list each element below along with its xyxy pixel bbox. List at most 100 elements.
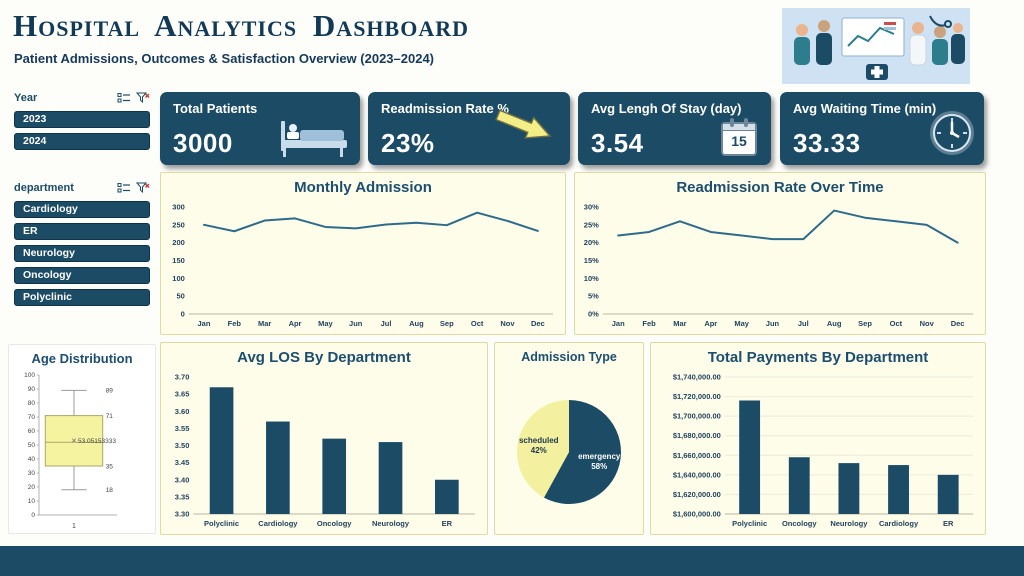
department-slicer-header: department [14, 182, 150, 194]
svg-text:Polyclinic: Polyclinic [732, 519, 767, 528]
svg-text:3.30: 3.30 [175, 510, 190, 519]
svg-text:$1,660,000.00: $1,660,000.00 [673, 451, 721, 460]
clear-filter-icon[interactable] [136, 92, 150, 104]
svg-text:0%: 0% [588, 310, 599, 319]
svg-text:100: 100 [172, 274, 185, 283]
svg-text:89: 89 [106, 388, 114, 395]
svg-text:100: 100 [24, 372, 35, 379]
svg-text:Oct: Oct [471, 319, 484, 328]
svg-text:May: May [734, 319, 749, 328]
svg-text:Jun: Jun [766, 319, 780, 328]
department-slicer-options: Cardiology ER Neurology Oncology Polyclinic [14, 201, 150, 306]
svg-text:3.50: 3.50 [175, 441, 190, 450]
svg-text:Neurology: Neurology [830, 519, 868, 528]
svg-text:Oncology: Oncology [317, 519, 352, 528]
svg-text:53.05153333: 53.05153333 [78, 438, 116, 445]
svg-text:$1,740,000.00: $1,740,000.00 [673, 373, 721, 382]
svg-text:30%: 30% [584, 203, 599, 212]
kpi-value: 3000 [173, 128, 233, 158]
svg-text:scheduled: scheduled [519, 436, 559, 445]
multiselect-icon[interactable] [117, 92, 131, 104]
svg-text:Oncology: Oncology [782, 519, 817, 528]
admission-type-panel: Admission Type emergency 58% scheduled 42% [494, 342, 644, 535]
svg-text:Mar: Mar [673, 319, 686, 328]
kpi-label: Readmission Rate % [381, 101, 509, 116]
kpi-label: Avg Lengh Of Stay (day) [591, 101, 742, 116]
svg-text:Sep: Sep [858, 319, 872, 328]
svg-text:60: 60 [28, 428, 36, 435]
svg-text:42%: 42% [531, 446, 547, 455]
svg-text:×: × [71, 436, 76, 446]
svg-text:$1,680,000.00: $1,680,000.00 [673, 431, 721, 440]
chart-title: Avg LOS By Department [237, 349, 411, 366]
svg-text:0: 0 [181, 310, 185, 319]
svg-text:3.65: 3.65 [175, 390, 190, 399]
svg-text:Jan: Jan [612, 319, 625, 328]
age-distribution-chart: 0 10 20 30 40 50 60 70 80 90 100 × 89 71 35 18 53.051533… [13, 369, 151, 531]
monthly-admission-panel: Monthly Admission 0 50 100 150 200 250 300 Jan F… [160, 172, 566, 335]
svg-text:ER: ER [442, 519, 453, 528]
total-payments-chart: $1,600,000.00 $1,620,000.00 $1,640,000.00 $… [655, 371, 981, 531]
kpi-value: 33.33 [793, 128, 861, 158]
slicer-option-polyclinic[interactable]: Polyclinic [14, 289, 150, 306]
svg-text:$1,640,000.00: $1,640,000.00 [673, 470, 721, 479]
svg-text:Jun: Jun [349, 319, 363, 328]
svg-text:5%: 5% [588, 292, 599, 301]
svg-text:Feb: Feb [228, 319, 242, 328]
kpi-value: 23% [381, 128, 435, 158]
svg-text:Jan: Jan [198, 319, 211, 328]
chart-title: Total Payments By Department [707, 349, 929, 366]
slicer-option-er[interactable]: ER [14, 223, 150, 240]
avg-los-chart: 3.30 3.35 3.40 3.45 3.50 3.55 3.60 3.65 3.70 Poly… [165, 371, 483, 531]
medical-team-art [782, 8, 970, 84]
svg-text:3.60: 3.60 [175, 407, 190, 416]
svg-text:18: 18 [106, 487, 114, 494]
svg-text:58%: 58% [591, 462, 607, 471]
department-slicer: department Cardiology ER Neurology Oncology… [14, 182, 150, 311]
svg-text:300: 300 [172, 203, 185, 212]
svg-text:Aug: Aug [409, 319, 424, 328]
svg-text:250: 250 [172, 220, 185, 229]
svg-text:200: 200 [172, 238, 185, 247]
slicer-option-cardiology[interactable]: Cardiology [14, 201, 150, 218]
svg-text:Nov: Nov [500, 319, 515, 328]
svg-text:15%: 15% [584, 256, 599, 265]
slicer-option-oncology[interactable]: Oncology [14, 267, 150, 284]
svg-text:Cardiology: Cardiology [258, 519, 298, 528]
chart-title: Age Distribution [31, 351, 133, 366]
slicer-option-2024[interactable]: 2024 [14, 133, 150, 150]
kpi-value: 3.54 [591, 128, 644, 158]
svg-text:Feb: Feb [642, 319, 656, 328]
multiselect-icon[interactable] [117, 182, 131, 194]
slicer-option-2023[interactable]: 2023 [14, 111, 150, 128]
svg-text:$1,620,000.00: $1,620,000.00 [673, 490, 721, 499]
svg-text:May: May [318, 319, 333, 328]
svg-text:Apr: Apr [704, 319, 717, 328]
page-subtitle: Patient Admissions, Outcomes & Satisfact… [14, 51, 435, 66]
svg-text:Aug: Aug [827, 319, 842, 328]
avg-los-panel: Avg LOS By Department 3.30 3.35 3.40 3.45 3.… [160, 342, 488, 535]
medical-team-illustration [782, 8, 970, 84]
hospital-bed-icon [281, 121, 347, 157]
svg-text:Nov: Nov [920, 319, 935, 328]
kpi-label: Avg Waiting Time (min) [793, 101, 937, 116]
readmission-rate-chart: 0% 5% 10% 15% 20% 25% 30% Jan Feb Mar Apr May Jun Jul… [579, 201, 981, 331]
svg-text:20: 20 [28, 484, 36, 491]
svg-text:10: 10 [28, 498, 36, 505]
svg-text:30: 30 [28, 470, 36, 477]
svg-text:0: 0 [31, 512, 35, 519]
svg-text:20%: 20% [584, 238, 599, 247]
chart-title: Readmission Rate Over Time [676, 179, 884, 196]
department-slicer-label: department [14, 182, 74, 194]
clear-filter-icon[interactable] [136, 182, 150, 194]
svg-text:10%: 10% [584, 274, 599, 283]
kpi-total-patients: Total Patients 3000 [160, 92, 360, 165]
svg-text:50: 50 [28, 442, 36, 449]
kpi-avg-length-of-stay: Avg Lengh Of Stay (day) 3.54 15 [578, 92, 771, 165]
chart-title: Monthly Admission [294, 179, 432, 196]
slicer-option-neurology[interactable]: Neurology [14, 245, 150, 262]
svg-text:50: 50 [176, 292, 184, 301]
kpi-readmission-rate: Readmission Rate % 23% [368, 92, 570, 165]
age-distribution-panel: Age Distribution 0 10 20 30 40 50 60 70 80 90 100 ×… [8, 344, 156, 534]
